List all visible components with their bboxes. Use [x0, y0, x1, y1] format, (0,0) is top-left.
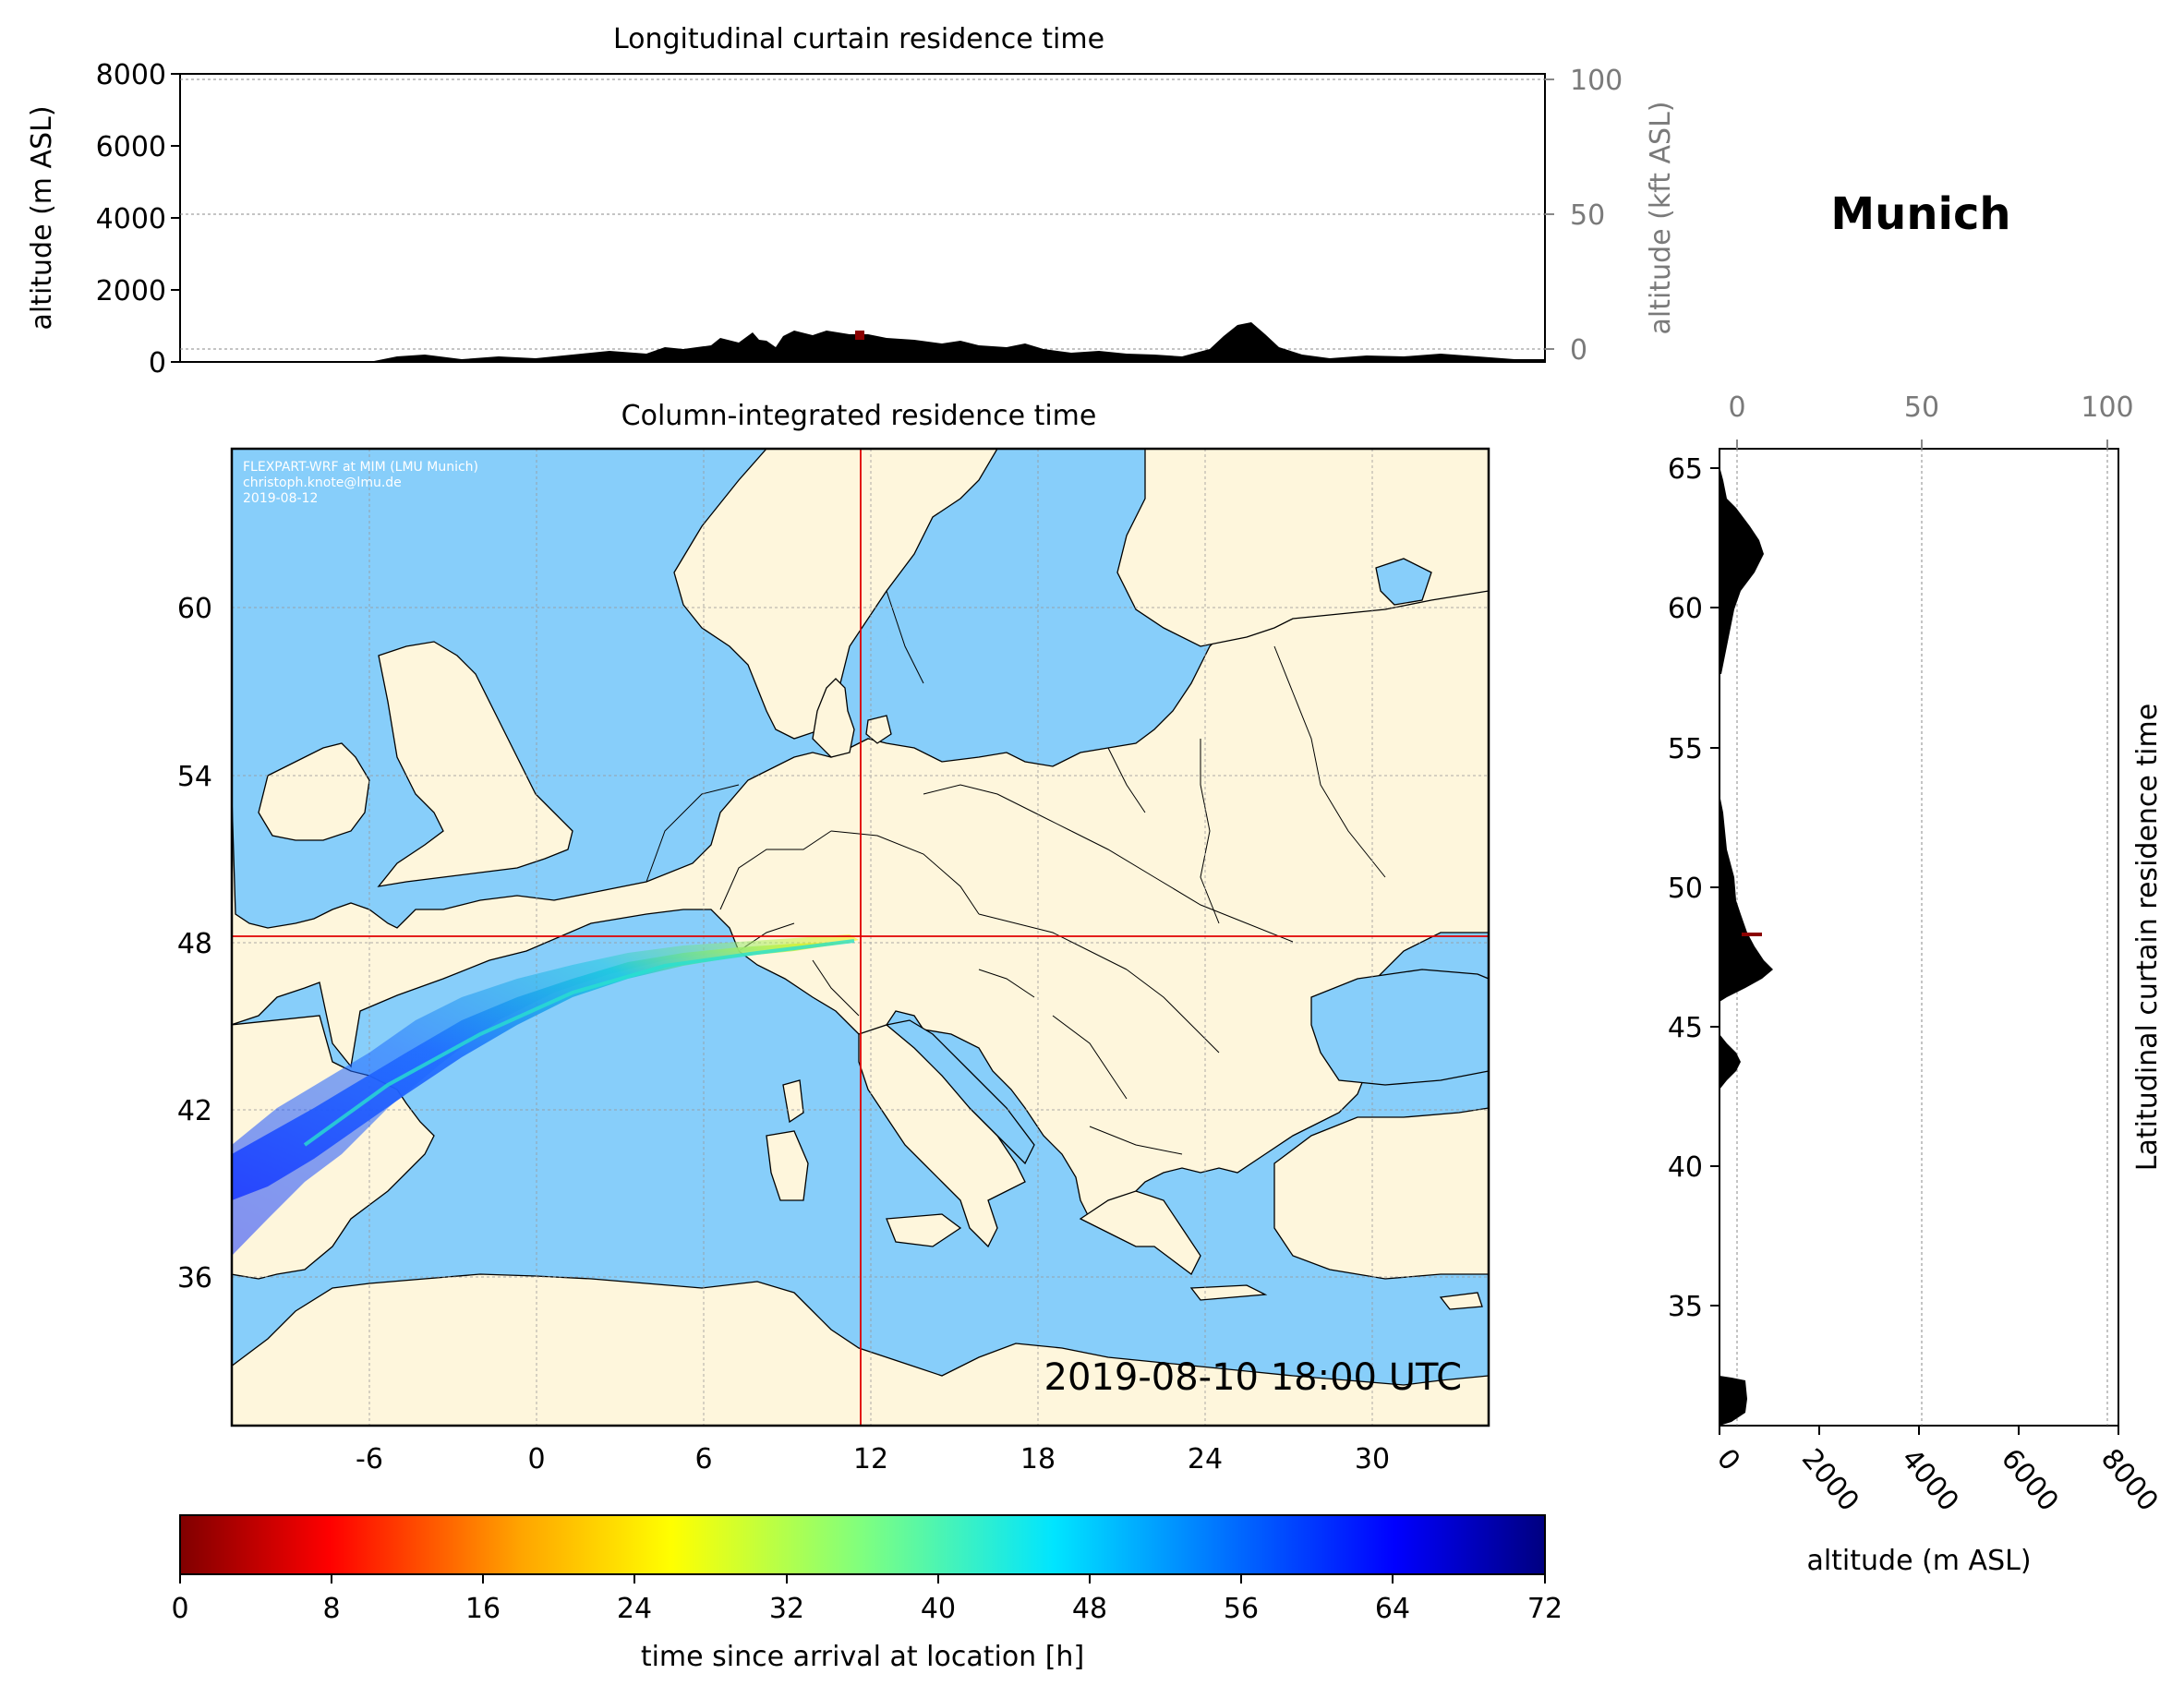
right-top-tick-100: 100 [2081, 391, 2133, 424]
right-bottom-tickmarks [1719, 1426, 2119, 1435]
map-lon-18: 18 [1020, 1443, 1056, 1475]
colorbar-tick-24: 24 [617, 1593, 652, 1625]
residence-time-plume [232, 934, 859, 1256]
anatolia [1273, 1107, 1489, 1280]
colorbar-tick-40: 40 [921, 1593, 956, 1625]
top-tick-2000: 2000 [96, 275, 166, 307]
colorbar-tick-48: 48 [1072, 1593, 1107, 1625]
black-sea [1310, 969, 1489, 1086]
top-right-ticks [1545, 78, 1554, 350]
map-lat-60: 60 [177, 593, 212, 625]
sicily [886, 1213, 962, 1247]
sardinia [766, 1130, 809, 1201]
zealand [865, 715, 892, 744]
map-timestamp: 2019-08-10 18:00 UTC [1044, 1356, 1462, 1399]
right-panel-grid [1736, 449, 2108, 1426]
map-lat-54: 54 [177, 761, 212, 793]
right-lat-35: 35 [1668, 1291, 1703, 1323]
map-lon-minus6: -6 [356, 1443, 383, 1475]
ireland [258, 742, 370, 841]
right-terrain-profile [1719, 466, 1773, 1426]
map-credit-line-1: FLEXPART-WRF at MIM (LMU Munich) [243, 460, 478, 475]
greece [1079, 1190, 1201, 1275]
right-lat-60: 60 [1668, 593, 1703, 625]
right-panel-title: Latitudinal curtain residence time [2131, 704, 2164, 1171]
right-lat-40: 40 [1668, 1151, 1703, 1184]
right-residence-marker [1742, 933, 1762, 936]
right-bottom-tick-4000: 4000 [1895, 1443, 1965, 1518]
great-britain [377, 641, 573, 887]
top-right-tick-50: 50 [1570, 199, 1605, 232]
map-lon-0: 0 [527, 1443, 545, 1475]
right-bottom-tick-2000: 2000 [1795, 1443, 1865, 1518]
colorbar-tick-0: 0 [171, 1593, 188, 1625]
top-left-ticks [171, 73, 180, 363]
right-lat-50: 50 [1668, 873, 1703, 905]
right-panel-frame [1719, 448, 2119, 1427]
map-panel: Column-integrated residence time [177, 400, 1490, 1475]
right-top-tick-50: 50 [1904, 391, 1939, 424]
top-tick-0: 0 [149, 347, 166, 379]
plume-core [303, 939, 855, 1147]
right-xlabel: altitude (m ASL) [1806, 1545, 2031, 1577]
map-lat-48: 48 [177, 928, 212, 960]
right-bottom-tick-0: 0 [1710, 1443, 1746, 1477]
colorbar-tick-8: 8 [322, 1593, 340, 1625]
map-lon-30: 30 [1355, 1443, 1390, 1475]
plume-inner [232, 942, 854, 1200]
denmark [812, 678, 855, 758]
map-credit-line-2: christoph.knote@lmu.de [243, 476, 402, 490]
right-bottom-tick-8000: 8000 [2094, 1443, 2165, 1518]
top-tick-6000: 6000 [96, 131, 166, 163]
adriatic [885, 1019, 1035, 1165]
top-right-tick-100: 100 [1570, 65, 1623, 97]
right-bottom-tick-6000: 6000 [1995, 1443, 2065, 1518]
location-title: Munich [1830, 188, 2010, 240]
colorbar-tick-32: 32 [769, 1593, 804, 1625]
map-lat-36: 36 [177, 1262, 212, 1295]
colorbar-tick-72: 72 [1527, 1593, 1563, 1625]
colorbar-tickmarks [179, 1574, 1546, 1584]
top-ylabel-left: altitude (m ASL) [26, 105, 58, 330]
colorbar-gradient [179, 1514, 1546, 1575]
right-top-tickmarks [1736, 440, 2108, 449]
map-panel-title: Column-integrated residence time [621, 400, 1097, 432]
latitudinal-curtain-panel: 35 40 45 50 55 60 65 0 50 100 [1668, 391, 2165, 1577]
top-panel-title: Longitudinal curtain residence time [613, 23, 1104, 55]
right-lat-55: 55 [1668, 733, 1703, 765]
location-crosshair [232, 449, 1489, 1426]
lake-vanern [887, 630, 923, 648]
map-lat-42: 42 [177, 1095, 212, 1127]
top-ylabel-right: altitude (kft ASL) [1645, 101, 1677, 334]
right-top-tick-0: 0 [1728, 391, 1745, 424]
map-frame [230, 447, 1490, 1427]
colorbar: 0 8 16 24 32 40 48 56 64 72 time since a… [171, 1514, 1563, 1673]
map-lon-6: 6 [694, 1443, 712, 1475]
top-terrain-profile [180, 322, 1545, 362]
crete [1189, 1284, 1268, 1301]
colorbar-tick-56: 56 [1224, 1593, 1259, 1625]
cyprus [1439, 1292, 1483, 1310]
colorbar-label: time since arrival at location [h] [641, 1641, 1084, 1673]
colorbar-tick-16: 16 [465, 1593, 501, 1625]
right-lat-45: 45 [1668, 1012, 1703, 1044]
top-panel-frame [179, 73, 1546, 363]
top-tick-4000: 4000 [96, 203, 166, 235]
right-lat-tickmarks [1710, 467, 1719, 1307]
right-lat-65: 65 [1668, 453, 1703, 486]
top-residence-marker [855, 331, 864, 340]
longitudinal-curtain-panel: Longitudinal curtain residence time 0 20… [26, 23, 1677, 379]
sea-inlet [1375, 558, 1432, 606]
map-lon-24: 24 [1188, 1443, 1223, 1475]
map-credit-line-3: 2019-08-12 [243, 491, 318, 506]
scandinavia [673, 449, 998, 740]
top-tick-8000: 8000 [96, 59, 166, 91]
top-right-tick-0: 0 [1570, 334, 1587, 367]
top-panel-grid [180, 78, 1545, 350]
colorbar-tick-64: 64 [1375, 1593, 1410, 1625]
country-borders [646, 590, 1386, 1155]
map-lon-12: 12 [853, 1443, 888, 1475]
